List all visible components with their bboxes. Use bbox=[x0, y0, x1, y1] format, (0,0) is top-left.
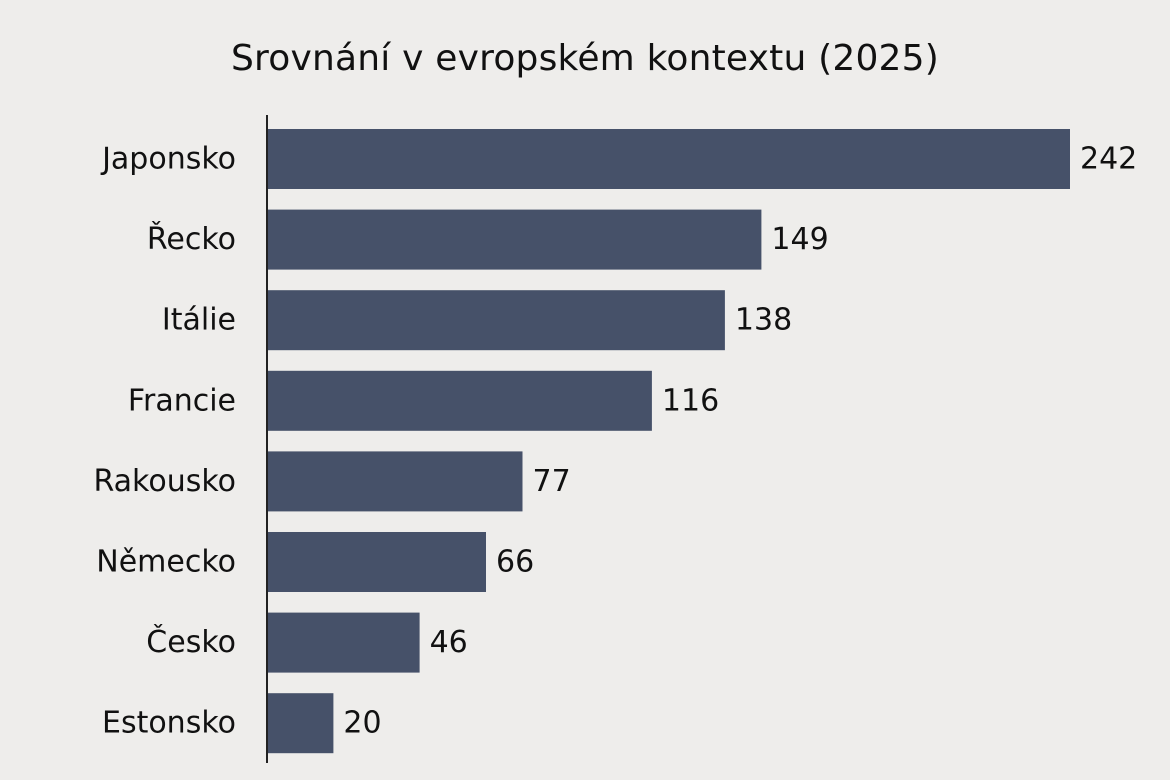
value-label: 138 bbox=[735, 303, 792, 338]
bar bbox=[267, 612, 420, 673]
bar bbox=[267, 451, 523, 512]
chart-title: Srovnání v evropském kontextu (2025) bbox=[230, 38, 940, 79]
category-label: Německo bbox=[96, 545, 236, 580]
value-label: 77 bbox=[533, 464, 571, 499]
category-label: Itálie bbox=[162, 303, 236, 338]
bar bbox=[267, 693, 334, 754]
value-label: 149 bbox=[771, 222, 828, 257]
value-label: 116 bbox=[662, 383, 719, 418]
bar bbox=[267, 532, 486, 592]
bar bbox=[267, 290, 725, 351]
category-label: Japonsko bbox=[100, 142, 236, 177]
value-label: 242 bbox=[1080, 142, 1137, 177]
value-label: 46 bbox=[430, 625, 468, 660]
category-label: Rakousko bbox=[93, 464, 236, 499]
value-label: 20 bbox=[343, 706, 381, 741]
value-label: 66 bbox=[496, 545, 534, 580]
bar bbox=[267, 209, 762, 270]
category-label: Estonsko bbox=[102, 706, 236, 741]
category-label: Francie bbox=[128, 383, 236, 418]
category-label: Česko bbox=[146, 623, 236, 660]
category-label: Řecko bbox=[147, 221, 236, 257]
bar bbox=[267, 129, 1070, 189]
bar bbox=[267, 370, 652, 431]
